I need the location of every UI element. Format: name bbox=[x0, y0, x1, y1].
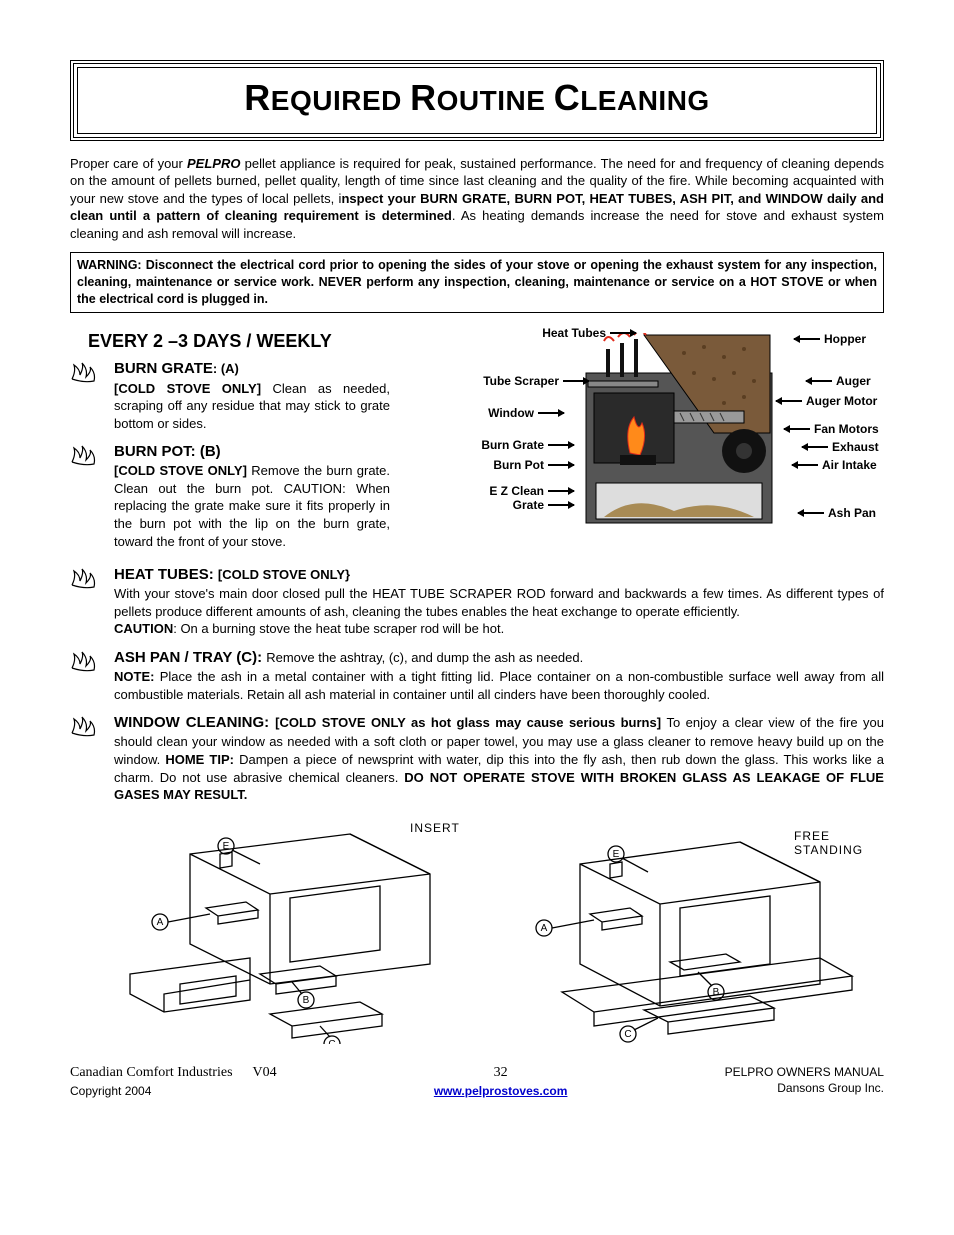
stove-line-diagrams: EABC EABC INSERT FREE STANDING bbox=[70, 814, 884, 1044]
section-burn-grate: BURN GRATE: (A) [COLD STOVE ONLY] Clean … bbox=[70, 359, 390, 432]
diagram-label: Heat Tubes bbox=[542, 325, 606, 341]
stove-svg bbox=[584, 333, 774, 553]
schedule-heading: EVERY 2 –3 DAYS / WEEKLY bbox=[88, 329, 390, 353]
svg-text:E: E bbox=[223, 841, 230, 852]
diagram-label: Hopper bbox=[824, 331, 866, 347]
section-heat-tubes: HEAT TUBES: [COLD STOVE ONLY} With your … bbox=[70, 565, 884, 638]
diagram-label: Exhaust bbox=[832, 439, 879, 455]
diagram-label: Tube Scraper bbox=[483, 373, 559, 389]
diagram-label: Auger bbox=[836, 373, 871, 389]
diagram-label: Grate bbox=[513, 497, 544, 513]
diagram-label: Fan Motors bbox=[814, 421, 879, 437]
footer-url-link[interactable]: www.pelprostoves.com bbox=[434, 1084, 568, 1098]
diagram-label: Window bbox=[488, 405, 534, 421]
diagram-label: Burn Pot bbox=[493, 457, 544, 473]
page-footer: Canadian Comfort Industries V04 Copyrigh… bbox=[70, 1064, 884, 1099]
flame-icon bbox=[70, 650, 100, 672]
title-frame: REQUIRED ROUTINE CLEANING bbox=[70, 60, 884, 141]
insert-label: INSERT bbox=[410, 820, 460, 836]
section-ash-pan: ASH PAN / TRAY (C): Remove the ashtray, … bbox=[70, 648, 884, 703]
diagram-label: Ash Pan bbox=[828, 505, 876, 521]
stove-cutaway-diagram: Heat Tubes Tube Scraper Window Burn Grate Bu… bbox=[454, 325, 884, 565]
flame-icon bbox=[70, 715, 100, 737]
warning-box: WARNING: Disconnect the electrical cord … bbox=[70, 252, 884, 313]
page-title: REQUIRED ROUTINE CLEANING bbox=[78, 74, 876, 123]
flame-icon bbox=[70, 567, 100, 589]
svg-text:B: B bbox=[713, 987, 720, 998]
diagram-label: Air Intake bbox=[822, 457, 877, 473]
diagram-label: Burn Grate bbox=[481, 437, 544, 453]
svg-text:A: A bbox=[541, 923, 548, 934]
line-diagram-svg: E A B C E A B C bbox=[80, 814, 880, 1044]
flame-icon bbox=[70, 361, 100, 383]
flame-icon bbox=[70, 444, 100, 466]
svg-text:A: A bbox=[157, 917, 164, 928]
intro-paragraph: Proper care of your PELPRO pellet applia… bbox=[70, 155, 884, 243]
title-inner: REQUIRED ROUTINE CLEANING bbox=[77, 67, 877, 134]
diagram-label: Auger Motor bbox=[806, 393, 877, 409]
standing-label: STANDING bbox=[794, 842, 863, 858]
svg-text:C: C bbox=[624, 1029, 631, 1040]
section-burn-pot: BURN POT: (B) [COLD STOVE ONLY] Remove t… bbox=[70, 442, 390, 550]
svg-text:C: C bbox=[328, 1039, 335, 1044]
section-window-cleaning: WINDOW CLEANING: [COLD STOVE ONLY as hot… bbox=[70, 713, 884, 803]
svg-text:B: B bbox=[303, 995, 310, 1006]
svg-text:E: E bbox=[613, 849, 620, 860]
